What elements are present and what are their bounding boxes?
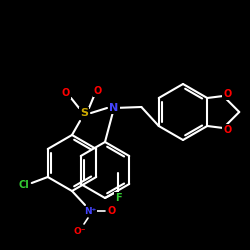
Text: O: O [223, 89, 231, 99]
Text: O⁻: O⁻ [74, 226, 86, 235]
Text: S: S [80, 108, 88, 118]
Text: N⁺: N⁺ [84, 206, 96, 216]
Text: O: O [94, 86, 102, 96]
Text: Cl: Cl [18, 180, 29, 190]
Text: F: F [115, 193, 121, 203]
Text: O: O [223, 125, 231, 135]
Text: N: N [110, 103, 119, 113]
Text: O: O [62, 88, 70, 98]
Text: O: O [108, 206, 116, 216]
